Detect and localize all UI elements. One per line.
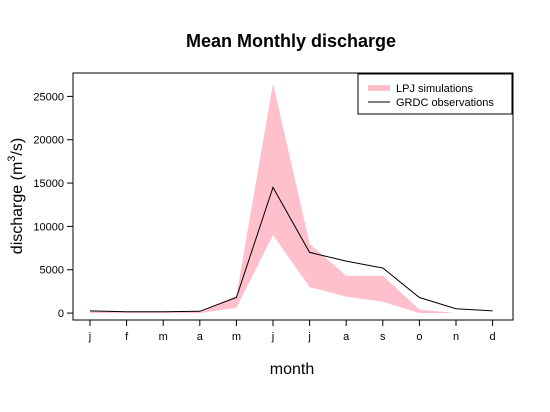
x-tick-label: a (197, 331, 204, 343)
y-axis-label-sup: 3 (6, 156, 18, 162)
x-tick-label: j (307, 331, 310, 343)
legend-box (357, 73, 513, 115)
band-lpj-simulations (90, 83, 493, 314)
y-axis-label-main: discharge (m (9, 162, 26, 254)
y-axis-label-tail: /s) (9, 138, 26, 156)
y-axis: 0 5000 10000 15000 20000 25000 (33, 91, 73, 320)
legend-label-line: GRDC observations (396, 97, 494, 109)
x-tick-label: a (343, 331, 350, 343)
y-tick-label: 5000 (40, 265, 64, 277)
x-tick-label: n (453, 331, 459, 343)
x-tick-label: s (380, 331, 386, 343)
chart-title: Mean Monthly discharge (186, 31, 396, 51)
x-tick-label: m (159, 331, 168, 343)
x-tick-label: f (125, 331, 129, 343)
y-tick-label: 25000 (33, 91, 64, 103)
x-tick-label: o (416, 331, 422, 343)
x-tick-label: d (490, 331, 496, 343)
y-tick-label: 20000 (33, 135, 64, 147)
line-layer (89, 186, 493, 313)
legend-label-band: LPJ simulations (396, 83, 474, 95)
y-axis-label: discharge (m3/s) (6, 138, 26, 254)
y-tick-label: 0 (58, 308, 64, 320)
x-tick-label: j (271, 331, 274, 343)
band-layer (90, 83, 493, 314)
legend: LPJ simulations GRDC observations (357, 73, 513, 115)
series-line-0 (89, 186, 493, 313)
x-tick-label: j (88, 331, 91, 343)
x-axis-label: month (270, 361, 314, 378)
plot-frame (72, 72, 514, 321)
y-tick-label: 10000 (33, 221, 64, 233)
y-tick-label: 15000 (33, 178, 64, 190)
x-tick-label: m (232, 331, 241, 343)
